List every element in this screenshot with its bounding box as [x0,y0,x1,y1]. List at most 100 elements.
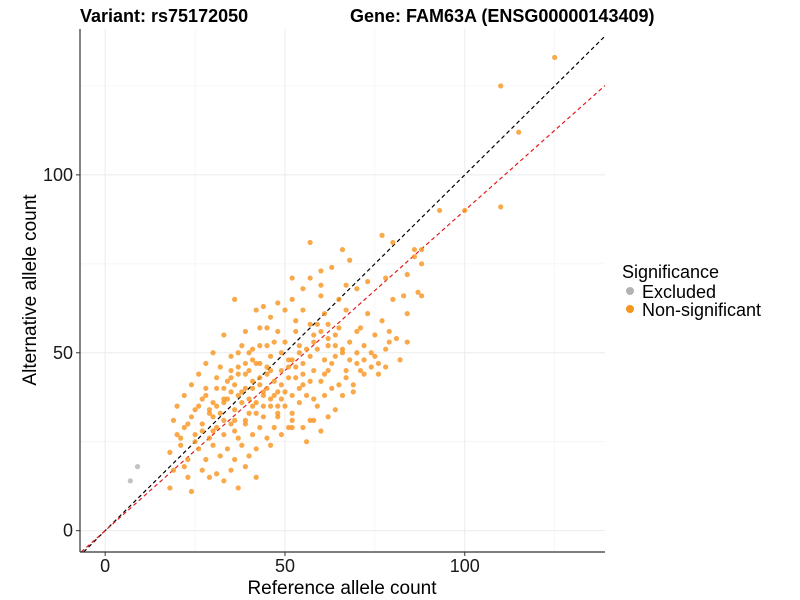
data-point-non-significant [271,378,277,384]
data-point-non-significant [257,325,263,331]
data-point-non-significant [260,392,266,399]
data-point-non-significant [235,435,241,441]
data-point-non-significant [339,350,346,356]
data-point-non-significant [325,414,331,420]
data-point-non-significant [361,343,367,349]
data-point-non-significant [361,371,367,377]
data-point-non-significant [300,382,306,388]
data-point-non-significant [289,417,295,423]
data-point-non-significant [411,254,418,260]
data-point-non-significant [300,424,306,431]
data-point-non-significant [257,360,263,367]
data-point-excluded [134,464,141,470]
data-point-non-significant [260,389,266,395]
legend: Significance Excluded Non-significant [622,262,761,320]
data-point-non-significant [278,382,284,388]
data-point-non-significant [206,474,213,480]
data-point-non-significant [343,282,349,288]
data-point-non-significant [368,364,374,370]
data-point-non-significant [217,453,223,459]
data-point-non-significant [253,446,259,452]
tick-labels: 0 50 100 0 50 100 [43,165,480,576]
data-point-non-significant [250,346,256,352]
data-point-non-significant [332,343,338,349]
data-point-non-significant [278,396,284,402]
data-point-non-significant [250,378,256,384]
data-point-non-significant [282,389,288,395]
data-point-non-significant [275,328,281,335]
data-point-non-significant [214,385,220,391]
data-point-non-significant [436,207,443,214]
data-point-non-significant [289,410,295,416]
legend-marker-excluded [626,287,634,295]
data-point-non-significant [343,375,349,381]
data-point-non-significant [325,321,331,327]
data-point-non-significant [498,204,504,210]
data-point-non-significant [178,442,184,448]
data-point-non-significant [210,414,216,420]
data-point-non-significant [206,435,213,441]
data-point-non-significant [242,328,249,335]
data-point-non-significant [285,375,292,381]
data-point-non-significant [260,303,266,310]
data-point-non-significant [232,407,238,413]
data-point-non-significant [383,275,389,281]
data-point-non-significant [275,300,281,306]
x-tick-label: 50 [275,556,295,576]
data-point-non-significant [419,246,425,253]
identity-line [83,35,606,553]
data-point-non-significant [339,246,346,253]
data-point-non-significant [167,449,173,455]
data-point-non-significant [188,414,195,420]
data-point-non-significant [246,410,252,416]
data-point-non-significant [404,271,410,278]
data-point-non-significant [253,399,259,406]
data-point-non-significant [239,343,245,349]
data-points [127,54,558,495]
data-point-non-significant [239,442,245,448]
data-point-non-significant [293,364,299,370]
data-point-non-significant [260,403,266,409]
data-point-non-significant [267,314,274,320]
x-tick-label: 100 [450,556,480,576]
data-point-non-significant [228,353,234,359]
data-point-non-significant [196,403,202,409]
data-point-non-significant [325,343,331,349]
data-point-non-significant [181,424,187,431]
data-point-non-significant [296,343,302,349]
data-point-non-significant [221,396,227,402]
data-point-non-significant [206,407,213,413]
data-point-non-significant [375,360,382,367]
data-point-non-significant [365,279,371,285]
data-point-non-significant [228,467,234,473]
data-point-non-significant [174,403,180,409]
data-point-non-significant [357,367,364,374]
data-point-non-significant [228,367,234,374]
y-tick-label: 100 [43,165,73,185]
data-point-non-significant [379,318,385,324]
data-point-non-significant [232,382,238,388]
data-point-non-significant [253,307,259,313]
data-point-non-significant [415,289,421,295]
data-point-non-significant [199,421,205,427]
data-point-non-significant [311,332,317,338]
data-point-non-significant [214,471,220,477]
data-point-non-significant [300,360,306,367]
data-point-non-significant [321,371,328,377]
data-point-non-significant [232,296,238,302]
data-point-non-significant [336,382,342,388]
legend-title: Significance [622,262,719,282]
data-point-non-significant [300,371,306,377]
data-point-non-significant [397,357,403,363]
data-point-non-significant [275,403,281,409]
data-point-non-significant [267,396,274,402]
y-tick-label: 0 [63,521,73,541]
data-point-non-significant [296,385,302,391]
data-point-non-significant [419,293,425,299]
data-point-non-significant [242,371,249,377]
data-point-non-significant [289,296,295,302]
data-point-non-significant [289,392,295,399]
data-point-non-significant [267,403,274,409]
axes [79,29,605,553]
